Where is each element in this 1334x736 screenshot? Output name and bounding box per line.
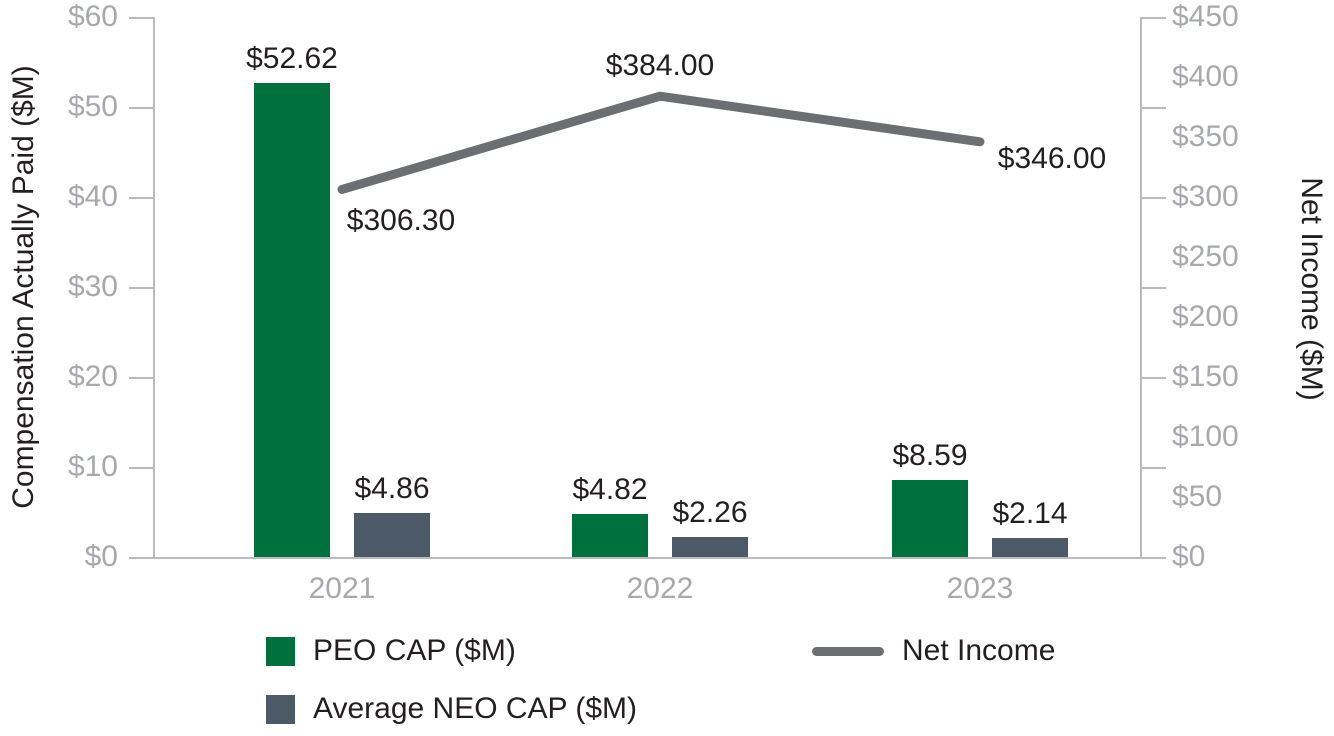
left-axis-tick-label: $30 <box>67 270 118 303</box>
left-axis-tick-label: $0 <box>84 540 118 573</box>
left-axis-tick <box>129 197 153 199</box>
net-income-line-swatch-icon <box>812 646 884 656</box>
x-axis-category-label: 2021 <box>308 572 376 605</box>
bar-peo-2021 <box>254 83 330 557</box>
left-axis-tick-label: $60 <box>67 0 118 33</box>
line-value-label: $346.00 <box>997 141 1107 175</box>
line-value-label: $384.00 <box>605 49 715 83</box>
right-axis-tick-label: $400 <box>1172 60 1239 93</box>
bar-value-label: $8.59 <box>892 438 968 472</box>
right-axis-tick-label: $300 <box>1172 180 1239 213</box>
right-axis-tick <box>1142 107 1166 109</box>
x-axis-line <box>153 557 1142 559</box>
left-axis-tick <box>129 377 153 379</box>
x-axis-category-label: 2023 <box>946 572 1014 605</box>
right-axis-tick-label: $50 <box>1172 480 1223 513</box>
bar-value-label: $4.82 <box>572 472 648 506</box>
bar-value-label: $4.86 <box>354 472 430 506</box>
legend-item-net-income: Net Income <box>812 634 1055 668</box>
bar-value-label: $2.26 <box>672 495 748 529</box>
legend-item-peo-cap: PEO CAP ($M) <box>266 634 516 668</box>
right-axis-title: Net Income ($M) <box>1295 177 1328 401</box>
avg-neo-cap-swatch-icon <box>266 694 295 724</box>
left-axis-tick-label: $10 <box>67 450 118 483</box>
left-axis-tick-label: $20 <box>67 360 118 393</box>
left-axis-tick-label: $50 <box>67 90 118 123</box>
bar-peo-2023 <box>892 479 968 557</box>
left-axis-tick <box>129 287 153 289</box>
bar-value-label: $2.14 <box>992 496 1068 530</box>
right-axis-tick-label: $0 <box>1172 540 1206 573</box>
right-axis-tick <box>1142 377 1166 379</box>
right-axis-tick <box>1142 197 1166 199</box>
right-axis-tick-label: $150 <box>1172 360 1239 393</box>
line-value-label: $306.30 <box>346 204 456 238</box>
left-axis-tick <box>129 107 153 109</box>
right-axis-tick-label: $100 <box>1172 420 1239 453</box>
left-axis-tick <box>129 557 153 559</box>
legend-item-avg-neo-cap: Average NEO CAP ($M) <box>266 692 637 726</box>
bar-value-label: $52.62 <box>246 42 338 76</box>
bar-peo-2022 <box>572 513 648 557</box>
right-axis-tick <box>1142 467 1166 469</box>
bar-neo-2021 <box>354 513 430 557</box>
peo-cap-swatch-icon <box>266 636 295 666</box>
right-axis-tick <box>1142 557 1166 559</box>
right-axis-tick-label: $200 <box>1172 300 1239 333</box>
right-axis-tick-label: $350 <box>1172 120 1239 153</box>
left-axis-line <box>153 17 155 559</box>
legend-label-net-income: Net Income <box>902 634 1056 667</box>
left-axis-tick <box>129 17 153 19</box>
legend-label-avg-neo-cap: Average NEO CAP ($M) <box>313 692 638 725</box>
legend-label-peo-cap: PEO CAP ($M) <box>313 634 516 667</box>
left-axis-tick-label: $40 <box>67 180 118 213</box>
right-axis-tick <box>1142 17 1166 19</box>
right-axis-tick-label: $250 <box>1172 240 1239 273</box>
x-axis-category-label: 2022 <box>626 572 694 605</box>
bar-neo-2022 <box>672 536 748 557</box>
right-axis-tick-label: $450 <box>1172 0 1239 33</box>
right-axis-line <box>1140 17 1142 559</box>
left-axis-tick <box>129 467 153 469</box>
bar-neo-2023 <box>992 537 1068 557</box>
right-axis-tick <box>1142 287 1166 289</box>
net-income-line <box>337 91 985 194</box>
